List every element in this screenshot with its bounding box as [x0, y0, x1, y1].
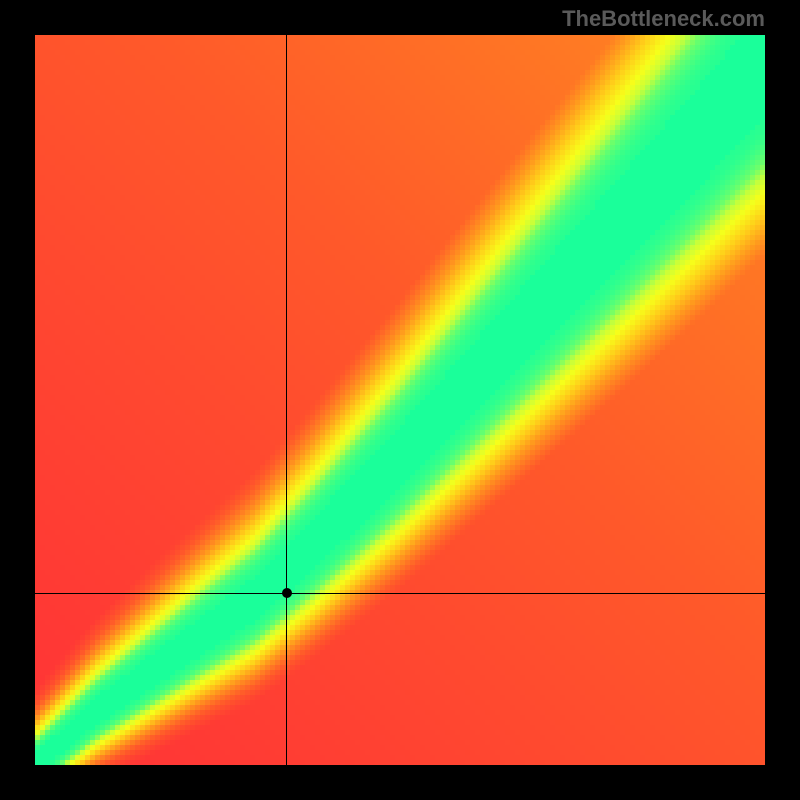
bottleneck-heatmap [35, 35, 765, 765]
crosshair-vertical-line [286, 35, 287, 765]
crosshair-horizontal-line [35, 593, 765, 594]
watermark-text: TheBottleneck.com [562, 6, 765, 32]
crosshair-marker-point [282, 588, 292, 598]
